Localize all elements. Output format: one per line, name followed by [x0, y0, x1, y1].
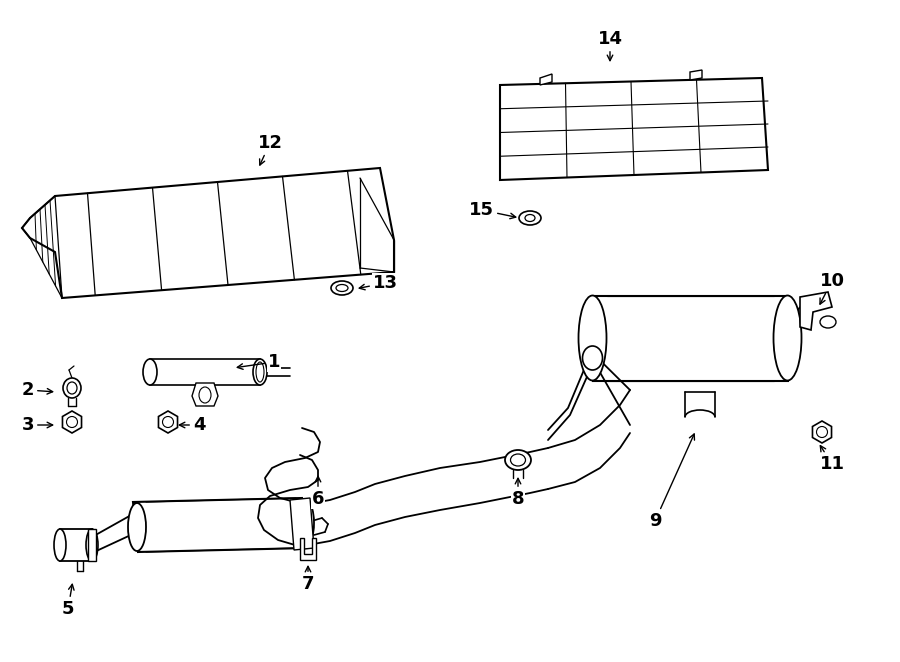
Ellipse shape	[525, 214, 535, 222]
Polygon shape	[60, 529, 92, 561]
Ellipse shape	[582, 346, 602, 370]
Ellipse shape	[54, 529, 66, 561]
Polygon shape	[540, 74, 552, 85]
Ellipse shape	[296, 499, 314, 547]
Ellipse shape	[143, 359, 157, 385]
Text: 9: 9	[649, 434, 695, 530]
Polygon shape	[592, 295, 788, 381]
Polygon shape	[88, 529, 96, 561]
Ellipse shape	[67, 416, 77, 428]
Ellipse shape	[199, 387, 211, 403]
Text: 6: 6	[311, 477, 324, 508]
Text: 8: 8	[512, 479, 525, 508]
Text: 7: 7	[302, 566, 314, 593]
Ellipse shape	[816, 426, 827, 438]
Text: 11: 11	[820, 446, 844, 473]
Polygon shape	[22, 168, 394, 298]
Text: 14: 14	[598, 30, 623, 61]
Text: 1: 1	[238, 353, 281, 371]
Polygon shape	[150, 359, 260, 385]
Polygon shape	[813, 421, 832, 443]
Text: 4: 4	[179, 416, 205, 434]
Text: 13: 13	[359, 274, 398, 292]
Ellipse shape	[773, 295, 802, 381]
Polygon shape	[300, 538, 316, 560]
Polygon shape	[62, 411, 82, 433]
Ellipse shape	[253, 359, 267, 385]
Ellipse shape	[163, 416, 174, 428]
Ellipse shape	[256, 362, 264, 382]
Ellipse shape	[510, 454, 526, 466]
Ellipse shape	[67, 382, 77, 394]
Polygon shape	[800, 292, 832, 330]
Ellipse shape	[519, 211, 541, 225]
Text: 15: 15	[469, 201, 516, 219]
Polygon shape	[158, 411, 177, 433]
Ellipse shape	[820, 316, 836, 328]
Ellipse shape	[505, 450, 531, 470]
Text: 5: 5	[62, 585, 74, 618]
Ellipse shape	[579, 295, 607, 381]
Ellipse shape	[336, 285, 348, 291]
Text: 12: 12	[257, 134, 283, 165]
Ellipse shape	[331, 281, 353, 295]
Text: 2: 2	[22, 381, 53, 399]
Polygon shape	[690, 70, 702, 80]
Polygon shape	[192, 383, 218, 406]
Ellipse shape	[63, 378, 81, 398]
Text: 3: 3	[22, 416, 53, 434]
Polygon shape	[500, 78, 768, 180]
Polygon shape	[290, 498, 314, 550]
Text: 10: 10	[820, 272, 844, 304]
Ellipse shape	[86, 529, 98, 561]
Polygon shape	[133, 498, 308, 552]
Ellipse shape	[128, 503, 146, 551]
